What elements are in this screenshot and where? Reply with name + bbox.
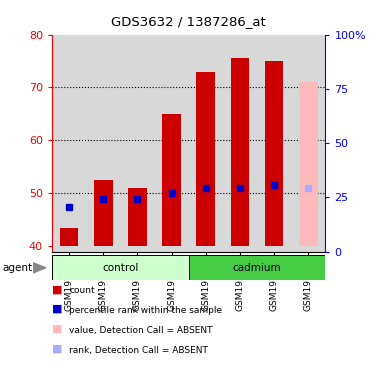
Polygon shape <box>33 263 46 273</box>
Bar <box>94 180 113 246</box>
Text: count: count <box>69 286 95 295</box>
Text: agent: agent <box>2 263 32 273</box>
Text: control: control <box>102 263 139 273</box>
Bar <box>162 114 181 246</box>
Bar <box>189 255 325 280</box>
Bar <box>196 71 215 246</box>
Bar <box>223 35 257 252</box>
Text: rank, Detection Call = ABSENT: rank, Detection Call = ABSENT <box>69 346 208 355</box>
Text: ■: ■ <box>52 344 62 354</box>
Text: ■: ■ <box>52 284 62 294</box>
Text: ■: ■ <box>52 304 62 314</box>
Bar <box>189 35 223 252</box>
Text: cadmium: cadmium <box>233 263 281 273</box>
Bar <box>86 35 120 252</box>
Bar <box>60 228 79 246</box>
Text: percentile rank within the sample: percentile rank within the sample <box>69 306 223 315</box>
Bar <box>257 35 291 252</box>
Bar <box>299 82 318 246</box>
Bar <box>291 35 325 252</box>
Bar <box>52 255 189 280</box>
Text: GDS3632 / 1387286_at: GDS3632 / 1387286_at <box>111 15 266 28</box>
Bar <box>264 61 283 246</box>
Bar <box>120 35 154 252</box>
Text: value, Detection Call = ABSENT: value, Detection Call = ABSENT <box>69 326 213 335</box>
Bar <box>128 188 147 246</box>
Bar <box>154 35 189 252</box>
Bar <box>52 35 86 252</box>
Text: ■: ■ <box>52 324 62 334</box>
Bar <box>231 58 249 246</box>
